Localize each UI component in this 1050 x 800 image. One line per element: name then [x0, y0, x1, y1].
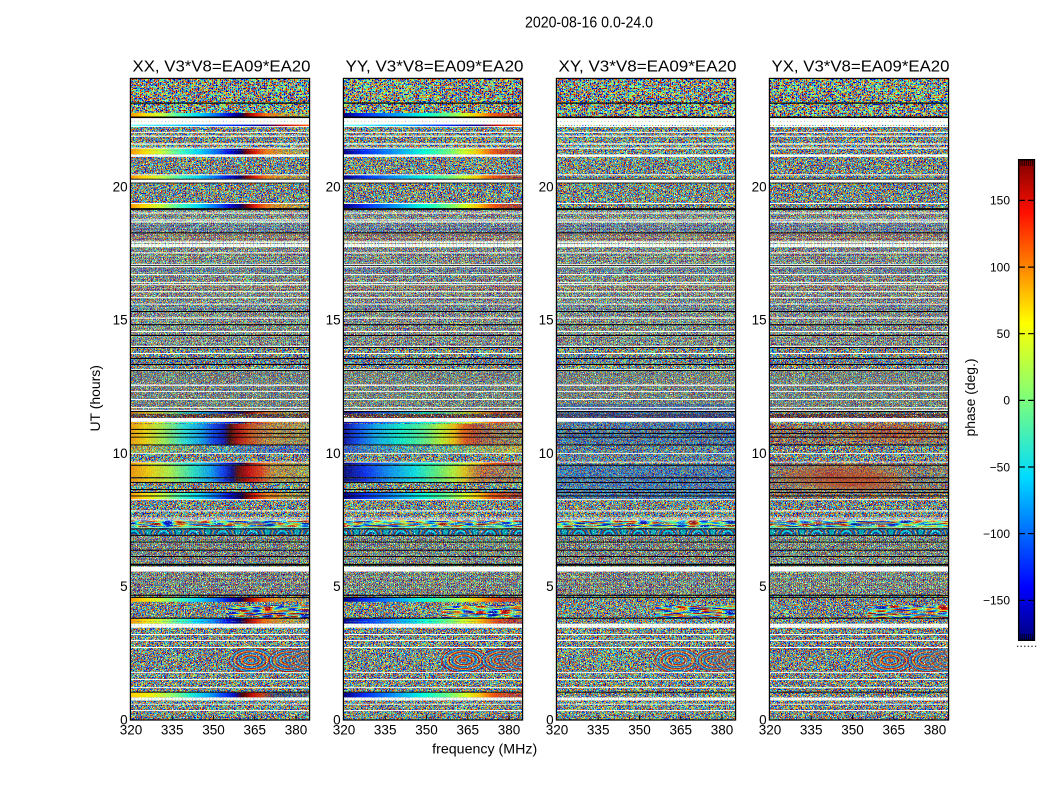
- svg-text:380: 380: [498, 723, 521, 738]
- svg-text:phase (deg.): phase (deg.): [962, 359, 978, 437]
- svg-text:350: 350: [841, 723, 864, 738]
- svg-text:10: 10: [326, 446, 341, 461]
- svg-text:335: 335: [374, 723, 397, 738]
- svg-text:2020-08-16 0.0-24.0: 2020-08-16 0.0-24.0: [525, 14, 653, 31]
- svg-text:20: 20: [326, 179, 341, 194]
- svg-text:335: 335: [800, 723, 823, 738]
- svg-text:320: 320: [546, 723, 569, 738]
- svg-text:365: 365: [244, 723, 267, 738]
- svg-text:0: 0: [546, 712, 554, 727]
- svg-text:20: 20: [752, 179, 767, 194]
- svg-text:−150: −150: [983, 594, 1010, 608]
- svg-text:20: 20: [113, 179, 128, 194]
- svg-text:320: 320: [120, 723, 143, 738]
- svg-text:320: 320: [333, 723, 356, 738]
- svg-text:15: 15: [752, 313, 767, 328]
- svg-text:0: 0: [759, 712, 767, 727]
- svg-text:365: 365: [883, 723, 906, 738]
- svg-text:0: 0: [1003, 394, 1010, 408]
- svg-text:YX, V3*V8=EA09*EA20: YX, V3*V8=EA09*EA20: [772, 58, 950, 75]
- svg-text:380: 380: [924, 723, 947, 738]
- svg-text:380: 380: [711, 723, 734, 738]
- svg-text:frequency (MHz): frequency (MHz): [432, 742, 537, 757]
- svg-text:365: 365: [457, 723, 480, 738]
- svg-text:50: 50: [997, 327, 1011, 341]
- svg-text:365: 365: [670, 723, 693, 738]
- svg-text:335: 335: [587, 723, 610, 738]
- svg-text:20: 20: [539, 179, 554, 194]
- svg-text:−50: −50: [990, 460, 1011, 474]
- svg-text:YY, V3*V8=EA09*EA20: YY, V3*V8=EA09*EA20: [346, 58, 524, 75]
- svg-text:350: 350: [628, 723, 651, 738]
- svg-text:15: 15: [113, 313, 128, 328]
- svg-text:0: 0: [333, 712, 341, 727]
- svg-text:150: 150: [990, 194, 1010, 208]
- svg-text:5: 5: [120, 579, 128, 594]
- svg-text:10: 10: [539, 446, 554, 461]
- svg-text:5: 5: [333, 579, 341, 594]
- svg-text:XX, V3*V8=EA09*EA20: XX, V3*V8=EA09*EA20: [133, 58, 311, 75]
- svg-text:UT (hours): UT (hours): [88, 365, 103, 432]
- svg-text:5: 5: [759, 579, 767, 594]
- svg-text:335: 335: [161, 723, 184, 738]
- svg-text:−100: −100: [983, 527, 1010, 541]
- svg-text:380: 380: [285, 723, 308, 738]
- svg-text:0: 0: [120, 712, 128, 727]
- svg-text:15: 15: [539, 313, 554, 328]
- svg-text:5: 5: [546, 579, 554, 594]
- svg-text:350: 350: [202, 723, 225, 738]
- svg-text:320: 320: [759, 723, 782, 738]
- svg-text:15: 15: [326, 313, 341, 328]
- svg-text:100: 100: [990, 260, 1010, 274]
- svg-text:10: 10: [113, 446, 128, 461]
- svg-text:350: 350: [415, 723, 438, 738]
- svg-text:10: 10: [752, 446, 767, 461]
- svg-text:XY, V3*V8=EA09*EA20: XY, V3*V8=EA09*EA20: [559, 58, 737, 75]
